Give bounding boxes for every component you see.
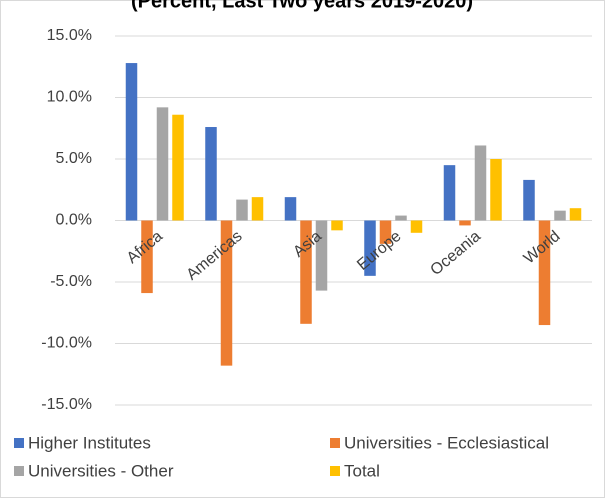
legend-label: Higher Institutes [28, 433, 151, 452]
y-tick-label: -15.0% [41, 396, 92, 413]
bar [379, 220, 392, 244]
bar [554, 210, 566, 221]
bar [459, 220, 471, 226]
legend-swatch [14, 438, 24, 448]
bar [220, 220, 233, 366]
bar [251, 197, 264, 221]
bar [569, 208, 582, 221]
bar [284, 197, 297, 221]
y-tick-label: -5.0% [50, 273, 92, 290]
bar [156, 107, 169, 221]
bar [538, 220, 551, 326]
legend-label: Universities - Ecclesiastical [344, 433, 549, 452]
bar [523, 179, 535, 221]
legend-swatch [330, 466, 340, 476]
bar [474, 145, 487, 221]
bar [300, 220, 312, 324]
bar [205, 127, 217, 221]
bar [125, 63, 138, 221]
bar [315, 220, 328, 291]
bar [141, 220, 153, 294]
bar [236, 199, 248, 221]
y-tick-label: -10.0% [41, 335, 92, 352]
legend-label: Universities - Other [28, 461, 174, 480]
y-tick-label: 5.0% [56, 150, 92, 167]
legend-swatch [14, 466, 24, 476]
y-tick-label: 15.0% [47, 27, 92, 44]
chart-title: (Percent, Last Two years 2019-2020) [131, 0, 473, 12]
legend-swatch [330, 438, 340, 448]
bar [490, 159, 502, 221]
bar [364, 220, 376, 276]
bar [331, 220, 343, 231]
bar [410, 220, 423, 233]
y-tick-label: 0.0% [56, 212, 92, 229]
y-tick-label: 10.0% [47, 89, 92, 106]
bar [172, 114, 184, 221]
bar [443, 165, 456, 221]
legend-label: Total [344, 461, 380, 480]
bar [395, 215, 407, 221]
